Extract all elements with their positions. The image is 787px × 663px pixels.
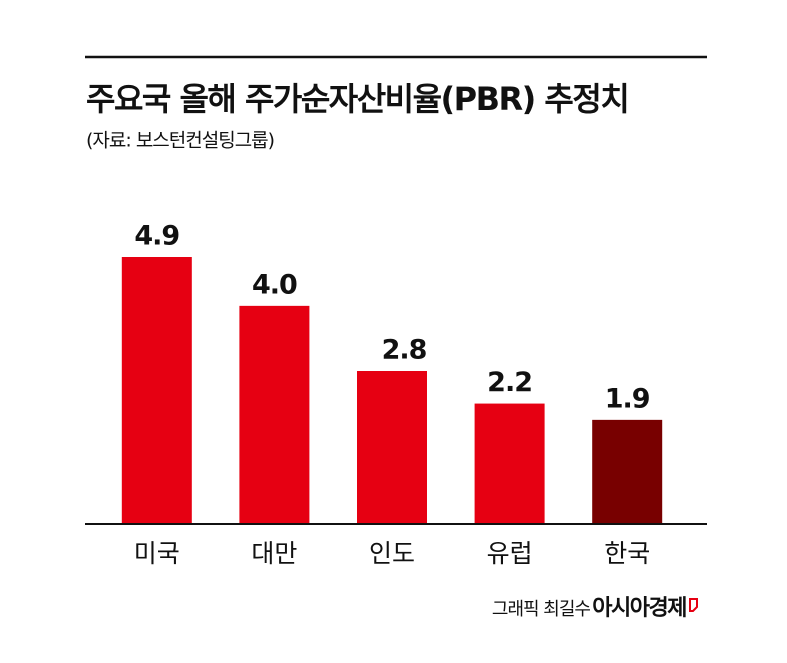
x-tick-label: 대만 <box>251 539 297 568</box>
x-tick-label: 한국 <box>604 539 650 568</box>
chart-subtitle: (자료: 보스턴컨설팅그룹) <box>86 130 274 152</box>
value-label: 4.9 <box>134 221 179 252</box>
bar <box>592 419 663 523</box>
publisher: 아시아경제 <box>592 596 686 621</box>
credit: 그래픽 최길수 <box>492 599 591 620</box>
bar <box>239 305 310 523</box>
x-tick-label: 유럽 <box>487 539 533 568</box>
bar <box>357 371 427 523</box>
value-label: 1.9 <box>605 383 650 414</box>
publisher-logo <box>689 598 698 612</box>
value-label: 4.0 <box>252 269 297 300</box>
x-tick-label: 미국 <box>134 539 180 568</box>
value-label: 2.2 <box>487 367 532 398</box>
bar <box>121 257 192 523</box>
value-label: 2.8 <box>382 335 427 366</box>
x-tick-label: 인도 <box>369 539 415 568</box>
bar <box>474 403 545 523</box>
chart-title: 주요국 올해 주가순자산비율(PBR) 추정치 <box>86 80 628 118</box>
